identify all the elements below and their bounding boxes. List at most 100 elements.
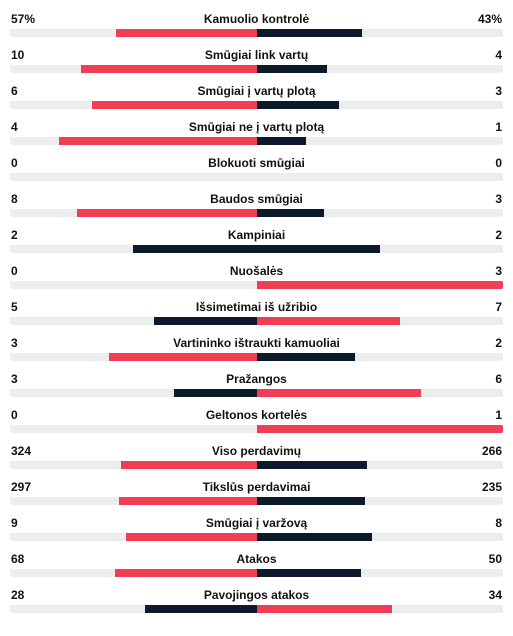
stat-label: Nuošalės bbox=[45, 264, 468, 278]
right-value: 235 bbox=[468, 480, 502, 494]
stat-label: Smūgiai link vartų bbox=[45, 48, 468, 62]
stat-header: 3Pražangos6 bbox=[10, 372, 503, 386]
stat-row: 10Smūgiai link vartų4 bbox=[10, 48, 503, 73]
left-value: 68 bbox=[11, 552, 45, 566]
stat-bar bbox=[10, 569, 503, 577]
right-value: 2 bbox=[468, 228, 502, 242]
stat-row: 0Geltonos kortelės1 bbox=[10, 408, 503, 433]
left-value: 0 bbox=[11, 156, 45, 170]
left-value: 8 bbox=[11, 192, 45, 206]
right-value: 7 bbox=[468, 300, 502, 314]
right-value: 8 bbox=[468, 516, 502, 530]
stat-label: Smūgiai į varžovą bbox=[45, 516, 468, 530]
stat-header: 6Smūgiai į vartų plotą3 bbox=[10, 84, 503, 98]
stat-row: 0Nuošalės3 bbox=[10, 264, 503, 289]
bar-left bbox=[154, 317, 257, 325]
bar-right bbox=[257, 29, 363, 37]
stat-row: 4Smūgiai ne į vartų plotą1 bbox=[10, 120, 503, 145]
right-value: 3 bbox=[468, 264, 502, 278]
bar-left bbox=[133, 245, 256, 253]
stat-header: 2Kampiniai2 bbox=[10, 228, 503, 242]
stat-row: 2Kampiniai2 bbox=[10, 228, 503, 253]
stat-label: Viso perdavimų bbox=[45, 444, 468, 458]
stat-bar bbox=[10, 281, 503, 289]
bar-right bbox=[257, 533, 373, 541]
bar-right bbox=[257, 65, 327, 73]
bar-left bbox=[92, 101, 256, 109]
bar-right bbox=[257, 605, 392, 613]
right-value: 3 bbox=[468, 192, 502, 206]
right-value: 50 bbox=[468, 552, 502, 566]
stat-header: 68Atakos50 bbox=[10, 552, 503, 566]
bar-right bbox=[257, 209, 324, 217]
stat-label: Blokuoti smūgiai bbox=[45, 156, 468, 170]
stat-bar bbox=[10, 353, 503, 361]
stat-header: 5Išsimetimai iš užribio7 bbox=[10, 300, 503, 314]
stat-row: 324Viso perdavimų266 bbox=[10, 444, 503, 469]
bar-right bbox=[257, 317, 401, 325]
left-value: 2 bbox=[11, 228, 45, 242]
stat-label: Pavojingos atakos bbox=[45, 588, 468, 602]
stat-row: 9Smūgiai į varžovą8 bbox=[10, 516, 503, 541]
bar-left bbox=[59, 137, 256, 145]
stat-row: 3Vartininko ištraukti kamuoliai2 bbox=[10, 336, 503, 361]
bar-left bbox=[119, 497, 257, 505]
stat-header: 10Smūgiai link vartų4 bbox=[10, 48, 503, 62]
stat-label: Baudos smūgiai bbox=[45, 192, 468, 206]
bar-left bbox=[116, 29, 257, 37]
left-value: 3 bbox=[11, 336, 45, 350]
stat-label: Geltonos kortelės bbox=[45, 408, 468, 422]
bar-right bbox=[257, 245, 380, 253]
stat-bar bbox=[10, 461, 503, 469]
right-value: 2 bbox=[468, 336, 502, 350]
stat-row: 8Baudos smūgiai3 bbox=[10, 192, 503, 217]
stat-label: Vartininko ištraukti kamuoliai bbox=[45, 336, 468, 350]
left-value: 4 bbox=[11, 120, 45, 134]
bar-right bbox=[257, 137, 306, 145]
right-value: 266 bbox=[468, 444, 502, 458]
stat-bar bbox=[10, 533, 503, 541]
bar-left bbox=[174, 389, 256, 397]
left-value: 324 bbox=[11, 444, 45, 458]
stat-row: 5Išsimetimai iš užribio7 bbox=[10, 300, 503, 325]
bar-right bbox=[257, 425, 504, 433]
stat-header: 297Tikslūs perdavimai235 bbox=[10, 480, 503, 494]
right-value: 1 bbox=[468, 408, 502, 422]
stat-label: Smūgiai į vartų plotą bbox=[45, 84, 468, 98]
right-value: 1 bbox=[468, 120, 502, 134]
stat-row: 297Tikslūs perdavimai235 bbox=[10, 480, 503, 505]
stat-bar bbox=[10, 497, 503, 505]
left-value: 0 bbox=[11, 264, 45, 278]
stat-header: 9Smūgiai į varžovą8 bbox=[10, 516, 503, 530]
stat-bar bbox=[10, 425, 503, 433]
bar-left bbox=[145, 605, 256, 613]
bar-right bbox=[257, 461, 368, 469]
stat-bar bbox=[10, 29, 503, 37]
stat-label: Pražangos bbox=[45, 372, 468, 386]
right-value: 4 bbox=[468, 48, 502, 62]
bar-right bbox=[257, 569, 362, 577]
bar-left bbox=[115, 569, 257, 577]
right-value: 0 bbox=[468, 156, 502, 170]
stat-bar bbox=[10, 605, 503, 613]
right-value: 3 bbox=[468, 84, 502, 98]
bar-right bbox=[257, 281, 504, 289]
left-value: 6 bbox=[11, 84, 45, 98]
stat-header: 4Smūgiai ne į vartų plotą1 bbox=[10, 120, 503, 134]
bar-right bbox=[257, 101, 339, 109]
left-value: 0 bbox=[11, 408, 45, 422]
match-stats-chart: 57%Kamuolio kontrolė43%10Smūgiai link va… bbox=[10, 12, 503, 613]
left-value: 3 bbox=[11, 372, 45, 386]
stat-header: 0Blokuoti smūgiai0 bbox=[10, 156, 503, 170]
bar-left bbox=[81, 65, 257, 73]
stat-row: 68Atakos50 bbox=[10, 552, 503, 577]
stat-header: 28Pavojingos atakos34 bbox=[10, 588, 503, 602]
stat-label: Išsimetimai iš užribio bbox=[45, 300, 468, 314]
stat-bar bbox=[10, 389, 503, 397]
stat-bar bbox=[10, 101, 503, 109]
stat-label: Atakos bbox=[45, 552, 468, 566]
bar-left bbox=[77, 209, 256, 217]
bar-right bbox=[257, 353, 356, 361]
left-value: 28 bbox=[11, 588, 45, 602]
stat-bar bbox=[10, 65, 503, 73]
